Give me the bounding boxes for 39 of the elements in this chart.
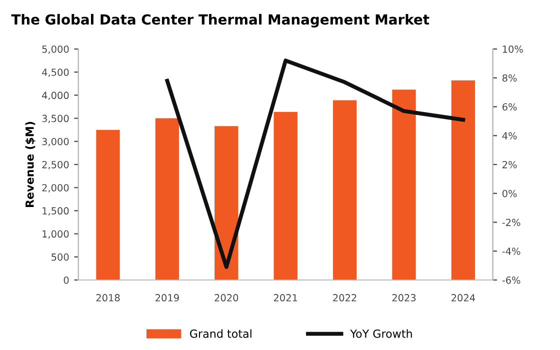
legend-label: YoY Growth — [350, 329, 412, 338]
x-tick-label: 2021 — [274, 294, 298, 302]
y-tick-label: 5,000 — [42, 45, 69, 54]
bar — [155, 118, 180, 280]
y2-tick-label: 0% — [502, 190, 517, 198]
y-tick-label: 4,500 — [42, 68, 69, 77]
y-tick-label: 3,000 — [42, 138, 69, 146]
x-tick-label: 2019 — [156, 294, 179, 302]
bar — [392, 90, 416, 280]
x-tick-label: 2023 — [392, 294, 416, 302]
y-tick-label: 1,500 — [42, 207, 69, 216]
y-tick-label: 0 — [64, 276, 69, 284]
y2-tick-label: -6% — [502, 276, 520, 284]
y2-tick-label: 2% — [502, 160, 517, 168]
y2-tick-label: 8% — [502, 74, 517, 82]
line-series — [165, 58, 466, 269]
bar — [332, 100, 357, 280]
chart-title: The Global Data Center Thermal Management Market — [11, 14, 430, 28]
bar — [96, 130, 120, 280]
y-tick-label: 4,000 — [42, 92, 69, 100]
y2-tick-label: 4% — [502, 132, 517, 140]
y-tick-label: 2,500 — [42, 160, 69, 170]
y-tick-label: 3,500 — [42, 114, 69, 124]
x-tick-label: 2018 — [96, 294, 120, 302]
y-tick-label: 500 — [52, 253, 69, 261]
bar — [214, 126, 238, 280]
y2-tick-label: -4% — [502, 248, 520, 255]
y-tick-label: 2,000 — [42, 184, 69, 192]
y-axis-title: Revenue ($M) — [25, 122, 36, 207]
legend-label: Grand total — [190, 329, 252, 338]
x-tick-label: 2022 — [333, 294, 356, 302]
y-tick-label: 1,000 — [42, 230, 69, 239]
x-tick-label: 2020 — [214, 294, 238, 302]
y2-tick-label: -2% — [502, 218, 520, 226]
x-tick-label: 2024 — [452, 294, 476, 302]
bar — [451, 80, 476, 280]
y2-tick-label: 6% — [502, 103, 517, 111]
y2-tick-label: 10% — [502, 45, 523, 53]
bar — [274, 112, 298, 280]
